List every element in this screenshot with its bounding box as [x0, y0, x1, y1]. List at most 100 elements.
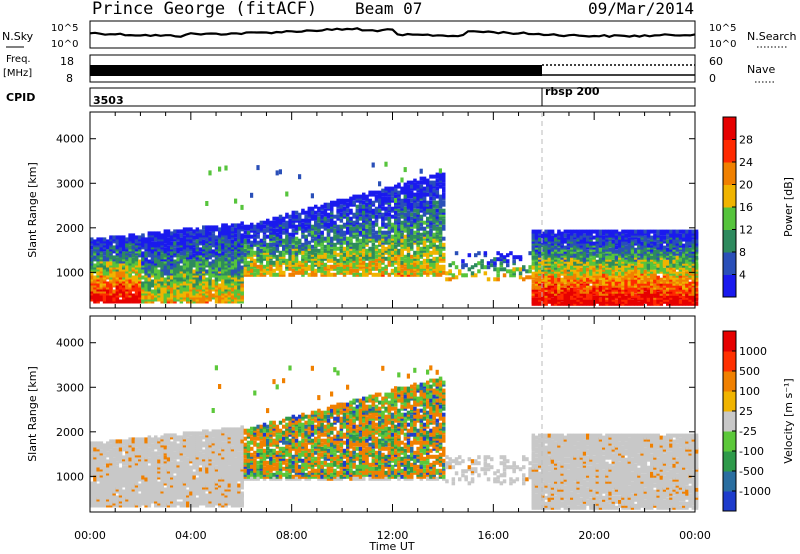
power-cell	[483, 265, 488, 270]
cpid-strip: CPID 3503 rbsp 200	[6, 85, 696, 107]
power-cell	[438, 220, 443, 225]
power-cell	[435, 212, 440, 217]
power-cell	[643, 253, 648, 258]
power-cell	[419, 214, 424, 219]
power-cell	[112, 245, 116, 250]
power-cell	[579, 229, 584, 234]
power-cell	[416, 208, 420, 213]
power-cell	[189, 251, 193, 256]
power-cell	[410, 220, 414, 225]
power-cell	[624, 253, 628, 258]
power-cell	[634, 229, 638, 234]
power-cell	[378, 234, 382, 239]
power-cell	[374, 190, 379, 195]
power-cell	[384, 196, 388, 201]
power-cell	[323, 244, 328, 249]
power-cell	[96, 259, 100, 264]
power-cell	[400, 198, 404, 203]
power-cell	[237, 259, 241, 264]
power-cell	[566, 229, 571, 234]
power-cell	[198, 299, 203, 304]
power-cell	[112, 297, 116, 302]
power-cell	[333, 264, 337, 269]
power-cell	[595, 253, 600, 258]
power-cell	[131, 233, 136, 238]
power-cell	[598, 269, 603, 274]
power-cell	[656, 291, 660, 296]
power-cell	[547, 243, 552, 248]
power-cell	[534, 265, 539, 270]
power-cell	[125, 265, 129, 270]
power-cell	[294, 270, 299, 275]
power-cell	[282, 270, 286, 275]
power-cell	[669, 247, 673, 252]
power-cell	[96, 237, 100, 242]
power-cell	[570, 259, 574, 264]
power-cell	[144, 251, 148, 256]
sky-right-tick-bottom: 10^0	[709, 39, 736, 50]
power-cell	[109, 261, 113, 266]
power-cell	[416, 192, 420, 197]
power-cell	[563, 233, 568, 238]
power-cell	[192, 241, 196, 246]
power-cell	[493, 267, 497, 272]
power-cell	[682, 243, 686, 248]
power-cell	[150, 283, 155, 288]
power-cell	[650, 255, 654, 260]
power-cell	[218, 166, 222, 172]
power-cell	[346, 236, 350, 241]
power-cell	[176, 257, 180, 262]
power-cell	[230, 251, 235, 256]
power-cell	[611, 247, 616, 252]
power-cell	[346, 208, 350, 213]
power-cell	[605, 291, 609, 296]
power-cell	[131, 299, 136, 304]
power-cell	[486, 265, 491, 270]
power-cell	[464, 273, 468, 278]
power-cell	[246, 224, 251, 229]
power-cell	[147, 295, 152, 300]
power-cell	[384, 256, 388, 261]
power-cell	[384, 270, 388, 275]
power-cell	[426, 178, 430, 183]
power-cell	[269, 266, 273, 271]
power-cell	[586, 271, 590, 276]
power-cell	[198, 259, 203, 264]
power-cell	[614, 249, 619, 254]
power-cell	[486, 277, 491, 282]
power-cell	[538, 291, 542, 296]
power-cell	[163, 267, 168, 272]
power-cell	[381, 188, 385, 193]
power-cell	[608, 241, 612, 246]
power-cell	[256, 242, 260, 247]
power-cell	[627, 281, 632, 286]
power-cell	[307, 206, 312, 211]
power-cell	[339, 198, 344, 203]
power-cell	[672, 253, 676, 258]
power-cell	[592, 253, 596, 258]
power-cell	[368, 226, 372, 231]
power-cell	[166, 245, 171, 250]
power-cell	[358, 244, 363, 249]
power-cell	[352, 268, 356, 273]
power-cell	[342, 264, 347, 269]
power-cell	[598, 279, 603, 284]
power-cell	[614, 245, 619, 250]
power-cell	[602, 229, 606, 234]
power-cell	[573, 239, 577, 244]
power-cell	[365, 198, 369, 203]
power-cell	[614, 229, 619, 234]
power-cell	[637, 253, 641, 258]
power-cell	[432, 196, 436, 201]
power-cell	[102, 265, 107, 270]
power-cell	[291, 254, 296, 259]
power-cell	[272, 268, 276, 273]
power-cell	[662, 247, 667, 252]
power-cell	[349, 268, 353, 273]
power-cell	[618, 271, 622, 276]
power-cell	[282, 216, 286, 221]
power-cell	[435, 186, 440, 191]
power-cell	[442, 172, 446, 177]
power-cell	[214, 299, 219, 304]
